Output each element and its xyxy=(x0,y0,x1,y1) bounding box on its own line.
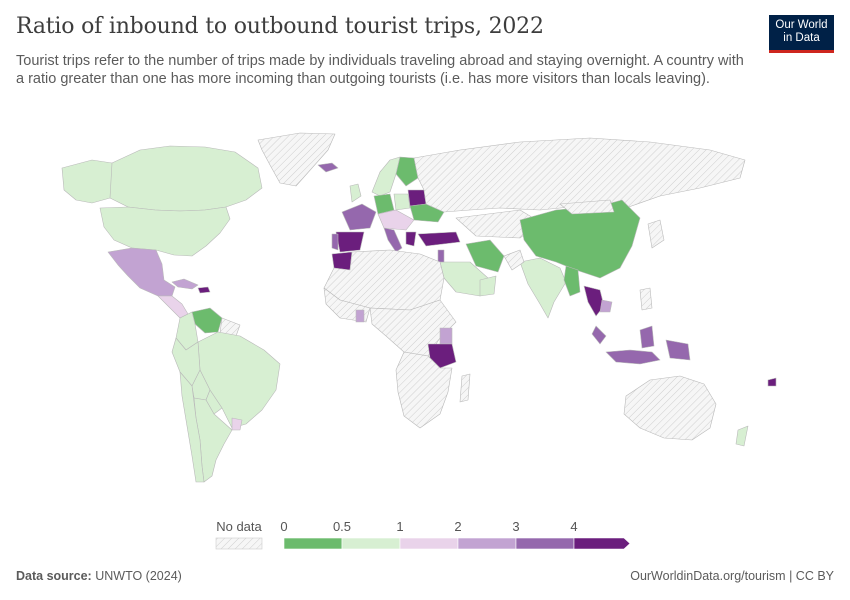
central-america[interactable] xyxy=(157,295,189,319)
united-states[interactable] xyxy=(99,206,231,257)
spain[interactable] xyxy=(335,231,365,253)
legend-bin-0 xyxy=(283,537,343,550)
logo-line-1: Our World xyxy=(775,19,828,31)
chile[interactable] xyxy=(179,371,205,483)
data-source-value: UNWTO (2024) xyxy=(95,569,182,583)
morocco[interactable] xyxy=(331,251,353,271)
belarus[interactable] xyxy=(407,189,427,207)
data-source: Data source: UNWTO (2024) xyxy=(16,569,182,583)
germany[interactable] xyxy=(373,193,395,215)
ghana[interactable] xyxy=(355,309,365,323)
color-legend: No data 0 0.5 1 2 3 4 xyxy=(215,519,631,550)
finland[interactable] xyxy=(395,156,419,187)
sulawesi[interactable] xyxy=(639,325,655,349)
chart-subtitle: Tourist trips refer to the number of tri… xyxy=(16,53,744,87)
papua[interactable] xyxy=(665,339,691,361)
fiji[interactable] xyxy=(767,377,777,387)
oman-yemen[interactable] xyxy=(479,275,497,297)
greenland[interactable] xyxy=(257,132,336,187)
legend-bin-1 xyxy=(341,537,401,550)
legend-bin-3 xyxy=(457,537,517,550)
uruguay[interactable] xyxy=(231,417,243,431)
united-kingdom[interactable] xyxy=(349,183,362,203)
new-zealand[interactable] xyxy=(735,425,749,447)
madagascar[interactable] xyxy=(459,373,471,403)
canada[interactable] xyxy=(99,145,263,212)
legend-tick-label: 2 xyxy=(454,519,461,534)
legend-tick-label: 1 xyxy=(396,519,403,534)
france[interactable] xyxy=(341,203,377,231)
kenya[interactable] xyxy=(439,327,453,345)
turkey[interactable] xyxy=(417,231,461,247)
cuba[interactable] xyxy=(171,278,199,290)
scandinavia[interactable] xyxy=(371,156,401,197)
legend-no-data-swatch xyxy=(215,537,263,550)
world-map[interactable] xyxy=(0,120,850,505)
poland[interactable] xyxy=(393,193,411,211)
legend-tick-label: 0 xyxy=(280,519,287,534)
greece[interactable] xyxy=(405,231,417,247)
cambodia[interactable] xyxy=(599,299,613,313)
israel[interactable] xyxy=(437,249,445,263)
myanmar[interactable] xyxy=(563,265,581,297)
pakistan[interactable] xyxy=(503,249,525,271)
italy[interactable] xyxy=(383,227,403,253)
legend-tick-label: 0.5 xyxy=(333,519,351,534)
owid-logo[interactable]: Our World in Data xyxy=(769,15,834,53)
footer-link[interactable]: OurWorldinData.org/tourism | CC BY xyxy=(630,569,834,583)
chart-title: Ratio of inbound to outbound tourist tri… xyxy=(16,14,544,39)
central-europe[interactable] xyxy=(377,209,415,231)
mongolia[interactable] xyxy=(559,199,615,215)
australia[interactable] xyxy=(623,375,717,441)
legend-tick-label: 4 xyxy=(570,519,577,534)
venezuela[interactable] xyxy=(191,307,223,334)
mexico[interactable] xyxy=(107,247,176,297)
tanzania[interactable] xyxy=(427,343,457,369)
legend-bin-4 xyxy=(515,537,575,550)
indonesia[interactable] xyxy=(605,349,661,365)
logo-line-2: in Data xyxy=(783,31,820,44)
southern-africa[interactable] xyxy=(395,351,453,429)
india[interactable] xyxy=(519,257,567,319)
data-source-label: Data source: xyxy=(16,569,92,583)
dominican-republic[interactable] xyxy=(197,286,211,294)
malaysia[interactable] xyxy=(591,325,607,345)
philippines[interactable] xyxy=(639,287,653,311)
legend-tick-label: 3 xyxy=(512,519,519,534)
alaska[interactable] xyxy=(61,159,113,204)
japan[interactable] xyxy=(647,219,665,249)
iceland[interactable] xyxy=(317,162,339,173)
portugal[interactable] xyxy=(331,233,339,251)
iran[interactable] xyxy=(465,239,505,273)
legend-bin-2 xyxy=(399,537,459,550)
russia[interactable] xyxy=(413,137,746,213)
legend-no-data-label: No data xyxy=(216,519,262,534)
legend-bin-5 xyxy=(573,537,631,550)
